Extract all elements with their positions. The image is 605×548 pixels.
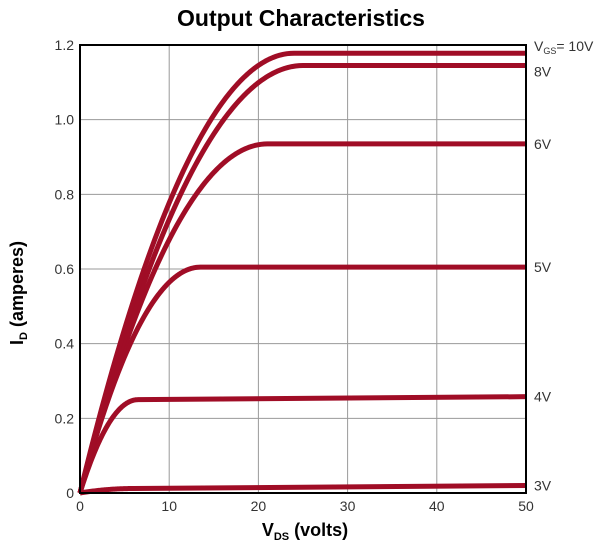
- curve-10v: [77, 50, 526, 494]
- curve-label-5v: 5V: [534, 259, 552, 275]
- x-tick-label-0: 0: [76, 498, 84, 514]
- curve-6v: [77, 141, 526, 494]
- x-tick-label-40: 40: [429, 498, 445, 514]
- y-tick-label-1.0: 1.0: [55, 112, 75, 128]
- x-tick-label-30: 30: [340, 498, 356, 514]
- curve-label-6v: 6V: [534, 136, 552, 152]
- curve-4v: [77, 394, 527, 494]
- x-tick-label-20: 20: [251, 498, 267, 514]
- y-axis-label: ID (amperes): [7, 241, 30, 345]
- y-tick-label-0.8: 0.8: [55, 186, 75, 202]
- y-tick-label-1.2: 1.2: [55, 37, 75, 53]
- y-tick-label-0.2: 0.2: [55, 410, 75, 426]
- x-tick-label-50: 50: [518, 498, 534, 514]
- x-tick-label-10: 10: [161, 498, 177, 514]
- curve-labels: 3V 4V 5V 6V 8V VGS= 10V: [534, 38, 594, 493]
- plot-frame: [79, 44, 527, 494]
- curve-label-4v: 4V: [534, 389, 552, 405]
- curve-label-8v: 8V: [534, 64, 552, 80]
- y-tick-labels: 0 0.2 0.4 0.6 0.8 1.0 1.2: [55, 37, 75, 501]
- x-axis-label: VDS (volts): [262, 520, 348, 543]
- curve-8v: [77, 63, 526, 494]
- curves-group: [77, 50, 527, 496]
- y-tick-label-0: 0: [66, 485, 74, 501]
- curve-label-10v: VGS= 10V: [534, 38, 594, 56]
- y-tick-label-0.4: 0.4: [55, 336, 75, 352]
- curve-5v: [77, 264, 526, 494]
- x-tick-labels: 0 10 20 30 40 50: [76, 498, 534, 514]
- curve-3v: [78, 483, 527, 496]
- curve-label-3v: 3V: [534, 478, 552, 494]
- chart-title: Output Characteristics: [177, 5, 425, 31]
- y-tick-label-0.6: 0.6: [55, 261, 75, 277]
